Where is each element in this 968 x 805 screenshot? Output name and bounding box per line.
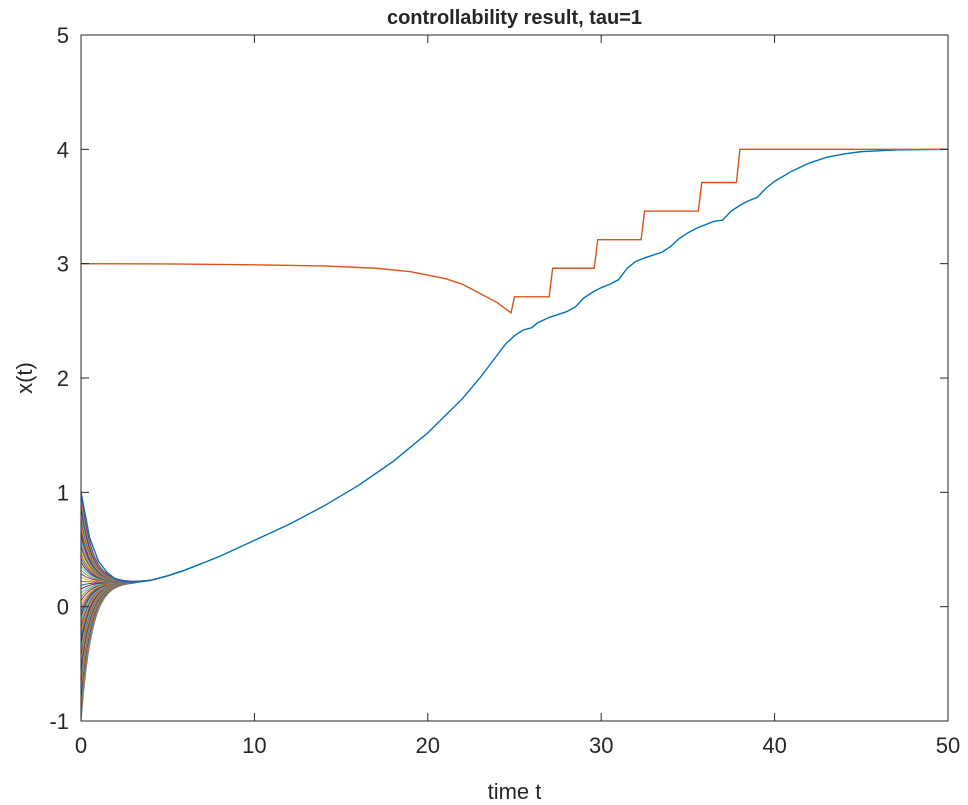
x-axis-label: time t: [488, 779, 542, 804]
y-tick-label: -1: [49, 709, 69, 734]
ticks-layer: [80, 34, 949, 722]
curves-layer: [80, 148, 949, 722]
x-tick-label: 20: [416, 733, 440, 758]
y-tick-label: 3: [57, 252, 69, 277]
series-target: [80, 148, 948, 315]
y-axis-label: x(t): [12, 362, 37, 394]
x-tick-label: 30: [589, 733, 613, 758]
y-tick-label: 0: [57, 595, 69, 620]
y-tick-label: 5: [57, 23, 69, 48]
y-tick-label: 2: [57, 366, 69, 391]
plot-area: [81, 35, 948, 721]
series-trajectory: [80, 148, 949, 583]
x-tick-label: 0: [75, 733, 87, 758]
x-tick-label: 10: [242, 733, 266, 758]
chart-title: controllability result, tau=1: [387, 7, 642, 29]
x-tick-label: 50: [936, 733, 960, 758]
y-tick-label: 4: [57, 137, 69, 162]
x-tick-label: 40: [762, 733, 786, 758]
y-tick-label: 1: [57, 480, 69, 505]
